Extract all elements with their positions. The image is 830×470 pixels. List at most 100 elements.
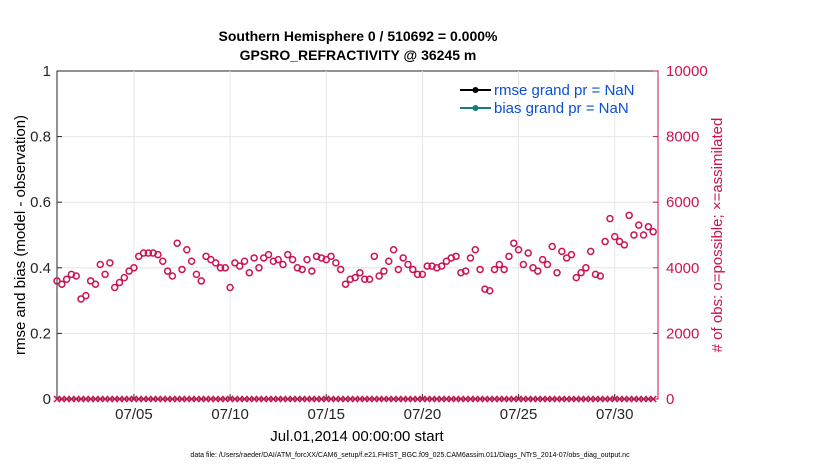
x-tick-label: 07/25 bbox=[500, 406, 538, 423]
possible-obs-point bbox=[240, 257, 249, 265]
possible-obs-point bbox=[514, 246, 523, 254]
possible-obs-point bbox=[351, 273, 359, 282]
possible-obs-point bbox=[601, 237, 609, 246]
possible-obs-point bbox=[485, 287, 494, 295]
y-left-tick-label: 1 bbox=[43, 63, 51, 80]
possible-obs-point bbox=[630, 231, 638, 239]
possible-obs-point bbox=[582, 264, 590, 272]
grid-lines bbox=[57, 71, 658, 399]
possible-obs-point bbox=[365, 275, 374, 284]
possible-obs-point bbox=[423, 262, 431, 270]
possible-obs-point bbox=[336, 265, 345, 274]
possible-obs-point bbox=[303, 255, 311, 264]
possible-obs-point bbox=[216, 264, 225, 272]
possible-obs-point bbox=[635, 221, 643, 229]
chart-titles: Southern Hemisphere 0 / 510692 = 0.000% … bbox=[219, 28, 499, 63]
x-tick-label: 07/15 bbox=[307, 406, 345, 423]
possible-obs-point bbox=[62, 275, 71, 284]
possible-obs-point bbox=[380, 267, 388, 275]
possible-obs-point bbox=[510, 239, 518, 247]
y-left-tick-label: 0.8 bbox=[30, 129, 51, 146]
possible-obs-point bbox=[187, 257, 196, 265]
possible-obs-point bbox=[639, 231, 648, 239]
y-left-tick-label: 0.4 bbox=[30, 260, 51, 277]
possible-obs-point bbox=[553, 268, 561, 277]
x-axis-label: Jul.01,2014 00:00:00 start bbox=[270, 428, 444, 445]
possible-obs-point bbox=[409, 265, 417, 274]
y-right-tick-label: 4000 bbox=[666, 260, 699, 277]
assimilated-obs-point bbox=[649, 395, 657, 403]
possible-obs-point bbox=[625, 211, 633, 220]
y-right-tick-label: 10000 bbox=[666, 63, 708, 80]
possible-obs-point bbox=[308, 267, 316, 275]
possible-obs-point bbox=[394, 265, 403, 274]
possible-obs-point bbox=[72, 272, 80, 280]
possible-obs-point bbox=[144, 249, 153, 257]
data-file-footer: data file: /Users/raeder/DAI/ATM_forcXX/… bbox=[190, 452, 630, 459]
x-tick-label: 07/05 bbox=[115, 406, 153, 423]
possible-obs-point bbox=[91, 280, 100, 288]
y-axis-left-label: rmse and bias (model - observation) bbox=[12, 115, 29, 355]
possible-obs-point bbox=[524, 249, 532, 257]
legend: rmse grand pr = NaN bias grand pr = NaN bbox=[460, 82, 634, 117]
possible-obs-point bbox=[288, 255, 297, 264]
possible-obs-point bbox=[399, 254, 407, 262]
possible-obs-point bbox=[495, 260, 504, 269]
possible-obs-point bbox=[110, 283, 119, 292]
y-right-tick-label: 8000 bbox=[666, 129, 699, 146]
possible-obs-point bbox=[577, 268, 585, 277]
possible-obs-point bbox=[120, 273, 129, 282]
possible-obs-point bbox=[235, 262, 244, 270]
possible-obs-point bbox=[461, 267, 470, 275]
x-tick-label: 07/10 bbox=[211, 406, 249, 423]
possible-obs-point bbox=[226, 283, 234, 292]
possible-obs-point bbox=[385, 257, 393, 265]
x-tick-label: 07/20 bbox=[404, 406, 442, 423]
chart-title-line2: GPSRO_REFRACTIVITY @ 36245 m bbox=[240, 47, 477, 63]
possible-obs-point bbox=[610, 232, 619, 241]
possible-obs-point bbox=[548, 242, 556, 251]
possible-obs-point bbox=[58, 280, 66, 288]
possible-obs-point bbox=[332, 259, 340, 267]
possible-obs-point bbox=[327, 252, 335, 261]
possible-obs-point bbox=[558, 247, 566, 256]
possible-obs-point bbox=[163, 267, 172, 275]
possible-obs-point bbox=[183, 246, 191, 254]
possible-obs-point bbox=[159, 257, 167, 265]
possible-obs-point bbox=[543, 260, 552, 269]
possible-obs-point bbox=[341, 280, 350, 288]
possible-obs-point bbox=[572, 273, 581, 282]
possible-obs-point bbox=[255, 264, 263, 272]
possible-obs-point bbox=[115, 278, 124, 287]
possible-obs-point bbox=[586, 247, 595, 256]
y-right-tick-label: 0 bbox=[666, 391, 674, 408]
possible-obs-point bbox=[130, 264, 138, 272]
possible-obs-point bbox=[154, 250, 162, 259]
possible-obs-point bbox=[437, 262, 446, 270]
possible-obs-point bbox=[221, 264, 230, 272]
possible-obs-point bbox=[452, 252, 460, 261]
possible-obs-point bbox=[197, 277, 205, 285]
possible-obs-point bbox=[250, 254, 258, 262]
y-left-tick-label: 0 bbox=[43, 391, 51, 408]
possible-obs-point bbox=[211, 259, 220, 267]
possible-obs-point bbox=[370, 252, 379, 261]
possible-obs-point bbox=[534, 267, 542, 275]
y-left-tick-label: 0.2 bbox=[30, 325, 51, 342]
possible-obs-point bbox=[471, 246, 480, 254]
possible-obs-point bbox=[168, 272, 177, 280]
plot-frame bbox=[56, 70, 659, 400]
possible-obs-point bbox=[490, 265, 499, 274]
possible-obs-point bbox=[274, 255, 282, 264]
possible-obs-point bbox=[192, 270, 201, 279]
possible-obs-point bbox=[96, 260, 105, 269]
possible-obs-point bbox=[505, 252, 513, 261]
x-tick-label: 07/30 bbox=[596, 406, 634, 423]
y-right-tick-label: 6000 bbox=[666, 194, 699, 211]
possible-obs-point bbox=[82, 291, 90, 300]
possible-obs-point bbox=[279, 260, 287, 269]
possible-obs-point bbox=[264, 250, 273, 259]
data-marks bbox=[53, 211, 657, 403]
possible-obs-point bbox=[567, 250, 576, 259]
